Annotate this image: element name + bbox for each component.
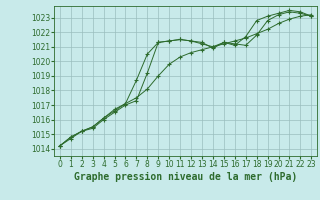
X-axis label: Graphe pression niveau de la mer (hPa): Graphe pression niveau de la mer (hPa) [74,172,297,182]
